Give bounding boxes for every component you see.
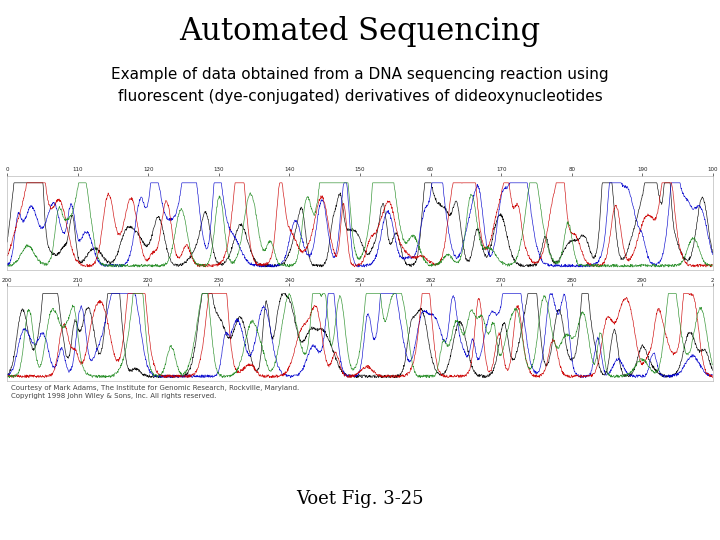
Text: Automated Sequencing: Automated Sequencing — [179, 16, 541, 47]
Text: Voet Fig. 3-25: Voet Fig. 3-25 — [296, 490, 424, 508]
Text: Example of data obtained from a DNA sequencing reaction using
fluorescent (dye-c: Example of data obtained from a DNA sequ… — [111, 68, 609, 104]
Text: Courtesy of Mark Adams, The Institute for Genomic Research, Rockville, Maryland.: Courtesy of Mark Adams, The Institute fo… — [11, 385, 299, 399]
